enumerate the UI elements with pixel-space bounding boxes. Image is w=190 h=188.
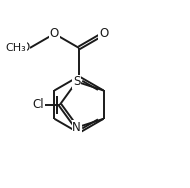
Text: O: O [99,27,108,39]
Text: Cl: Cl [32,98,44,111]
Text: S: S [73,75,80,88]
Text: O: O [20,41,29,55]
Text: CH₃: CH₃ [6,43,26,53]
Text: O: O [50,27,59,40]
Text: N: N [72,121,81,134]
